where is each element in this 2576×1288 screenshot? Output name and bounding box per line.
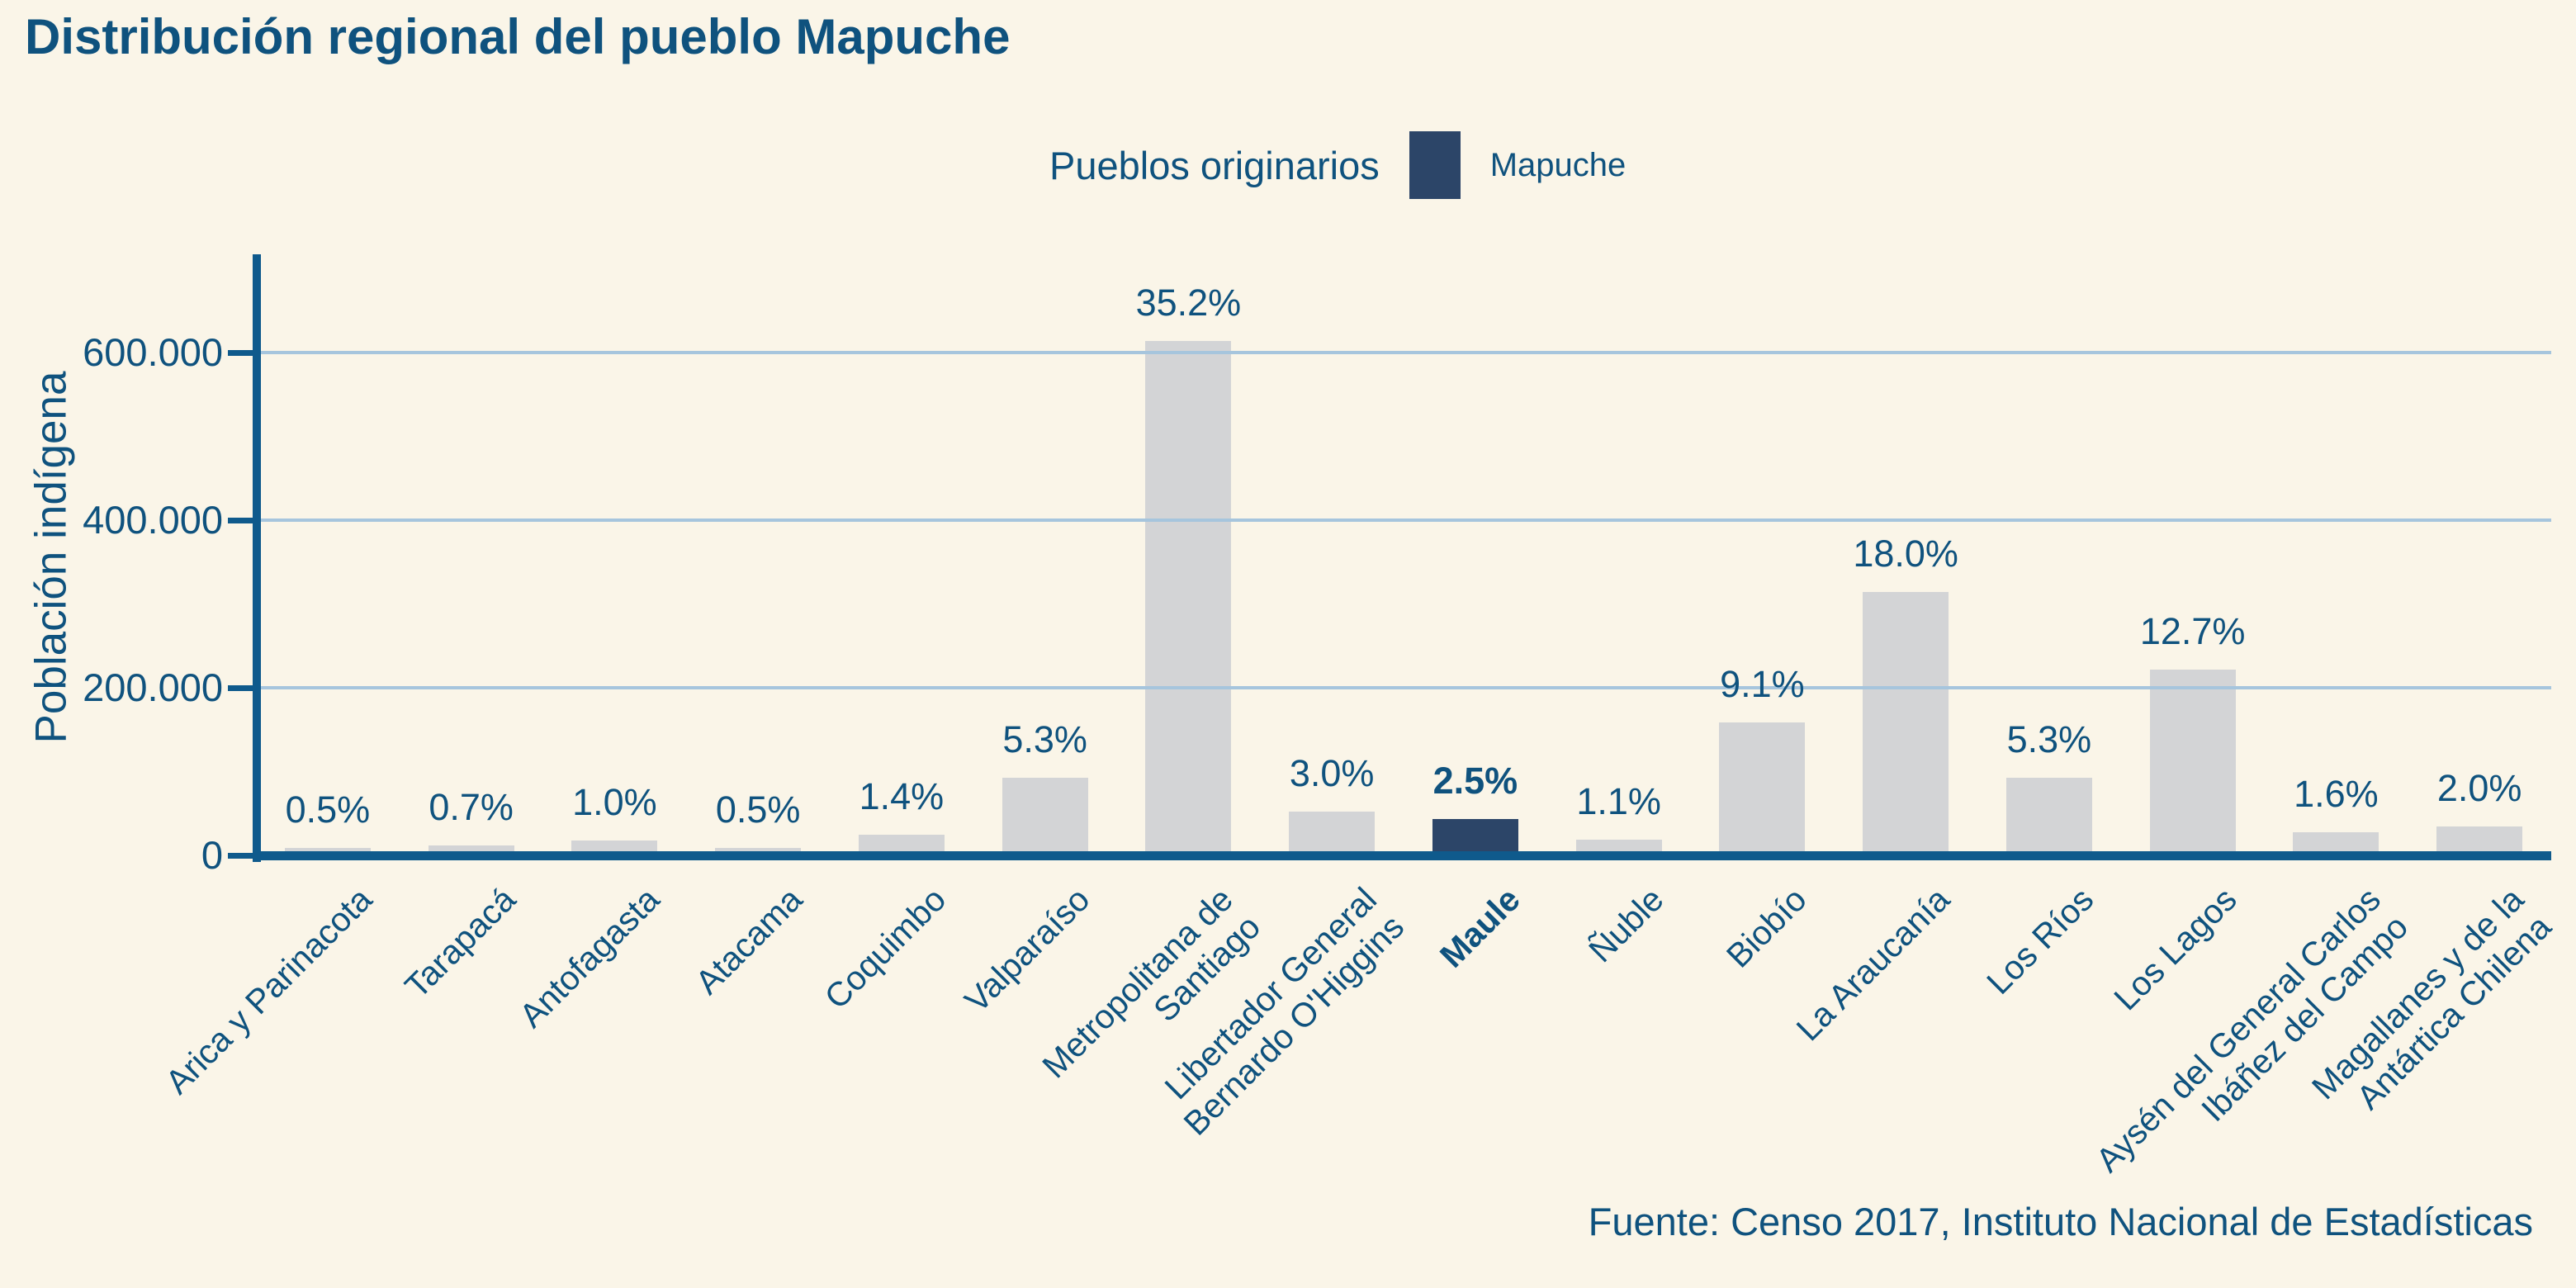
bar-biobío	[1719, 722, 1806, 855]
x-tick-label-text: La Araucanía	[1789, 880, 1958, 1049]
y-tick-label: 0	[201, 833, 223, 877]
bar-value-label: 1.6%	[2294, 773, 2379, 815]
legend-group-label: Pueblos originarios	[1049, 143, 1380, 187]
bar-value-label: 0.5%	[285, 788, 371, 831]
bar-value-label: 2.5%	[1432, 760, 1518, 802]
bar-los-lagos	[2149, 670, 2236, 855]
bar-value-label: 1.4%	[859, 775, 945, 817]
bar-maule	[1432, 819, 1518, 855]
bar-magallanes-y-de-la-antártica-chilena	[2436, 826, 2523, 855]
bar-valparaíso	[1002, 778, 1088, 855]
source-note: Fuente: Censo 2017, Instituto Nacional d…	[1588, 1200, 2533, 1243]
bar-value-label: 3.0%	[1289, 752, 1375, 794]
bar-value-label: 1.1%	[1576, 780, 1661, 822]
y-tick-label: 600.000	[83, 330, 223, 374]
legend: Pueblos originarios Mapuche	[1049, 124, 1626, 206]
y-tick-label: 400.000	[83, 498, 223, 542]
gridline-400.000	[258, 519, 2551, 522]
bar-value-label: 5.3%	[1002, 718, 1087, 760]
gridline-200.000	[258, 686, 2551, 689]
bar-value-label: 35.2%	[1135, 282, 1242, 324]
bar-libertador-general-bernardo-o'higgins	[1289, 812, 1376, 855]
y-tick-mark	[228, 518, 254, 523]
bar-la-araucanía	[1863, 592, 1949, 855]
x-tick-label-text: Los Lagos	[2106, 880, 2245, 1018]
bar-value-label: 18.0%	[1853, 533, 1958, 575]
x-tick-label-text: Los Ríos	[1979, 880, 2101, 1002]
x-tick-label-text: Atacama	[688, 880, 810, 1002]
bar-value-label: 0.5%	[715, 788, 801, 831]
bar-value-label: 2.0%	[2436, 767, 2522, 809]
y-tick-mark	[228, 685, 254, 691]
bar-value-label: 1.0%	[572, 781, 657, 823]
x-tick-label-text: Tarapacá	[397, 880, 523, 1006]
bar-value-label: 5.3%	[2006, 718, 2092, 760]
x-tick-label-text: Valparaíso	[957, 880, 1097, 1020]
bar-los-ríos	[2005, 778, 2092, 855]
x-tick-label-text: Biobío	[1719, 880, 1814, 975]
x-tick-label-text: Maule	[1432, 880, 1527, 975]
x-tick-label-text: Antofagasta	[511, 880, 666, 1035]
y-tick-mark	[228, 853, 254, 859]
x-axis-line	[253, 851, 2551, 860]
legend-swatch-mapuche	[1409, 131, 1461, 199]
x-tick-label-text: Arica y Parinacota	[158, 880, 380, 1101]
y-axis-line	[253, 254, 261, 862]
bar-value-label: 12.7%	[2139, 610, 2246, 652]
gridline-600.000	[258, 351, 2551, 354]
y-tick-label: 200.000	[83, 665, 223, 709]
chart-title: Distribución regional del pueblo Mapuche	[25, 9, 1011, 64]
bar-value-label: 0.7%	[429, 786, 514, 828]
bar-metropolitana-de-santiago	[1145, 341, 1232, 855]
legend-series-label: Mapuche	[1489, 146, 1627, 183]
x-tick-label-text: Ñuble	[1580, 880, 1671, 970]
y-tick-mark	[228, 350, 254, 356]
bar-value-label: 9.1%	[1720, 663, 1805, 705]
x-tick-label-text: Coquimbo	[817, 880, 954, 1016]
